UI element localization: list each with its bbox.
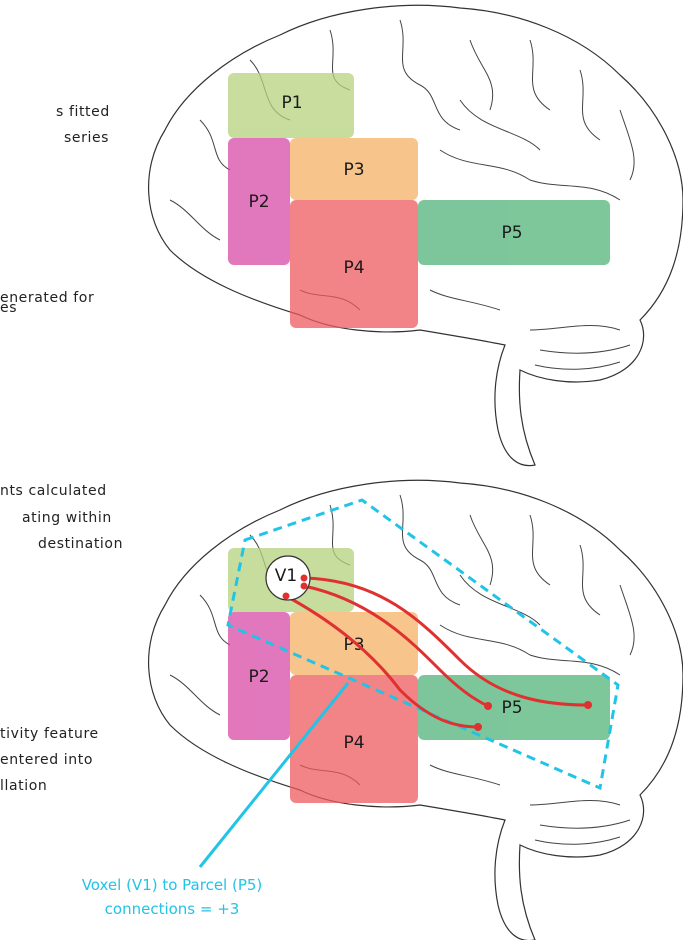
side-text: ating within bbox=[22, 510, 112, 526]
parcel-label: P3 bbox=[343, 635, 364, 655]
connections bbox=[285, 576, 589, 729]
side-text: destination bbox=[38, 536, 123, 552]
parcel-label: P2 bbox=[248, 192, 269, 212]
parcel-label: P3 bbox=[343, 160, 364, 180]
parcel-label: P4 bbox=[343, 733, 364, 753]
parcel-label: P2 bbox=[248, 667, 269, 687]
voxel-circle bbox=[265, 555, 311, 601]
caption: Voxel (V1) to Parcel (P5) bbox=[82, 876, 263, 894]
voxel-label: V1 bbox=[275, 566, 297, 586]
dashed-region bbox=[226, 498, 620, 791]
side-text: tivity feature bbox=[0, 726, 99, 742]
parcel-label: P1 bbox=[281, 93, 302, 113]
side-text: entered into bbox=[0, 752, 93, 768]
side-text: nts calculated bbox=[0, 483, 107, 499]
pointer-line bbox=[198, 682, 350, 868]
parcel bbox=[418, 200, 610, 265]
parcel bbox=[228, 73, 354, 138]
parcel-label: P4 bbox=[343, 258, 364, 278]
parcel bbox=[290, 200, 418, 328]
parcel-label: P5 bbox=[501, 223, 522, 243]
side-text: es bbox=[0, 300, 17, 316]
parcel-label: P5 bbox=[501, 698, 522, 718]
side-text: series bbox=[64, 130, 109, 146]
parcel bbox=[290, 138, 418, 200]
parcel bbox=[290, 675, 418, 803]
parcel bbox=[228, 138, 290, 265]
parcel bbox=[228, 612, 290, 740]
caption: connections = +3 bbox=[105, 900, 240, 918]
side-text: enerated for bbox=[0, 290, 94, 306]
side-text: s fitted bbox=[56, 104, 110, 120]
parcel-rects bbox=[228, 73, 610, 328]
side-text: llation bbox=[0, 778, 47, 794]
